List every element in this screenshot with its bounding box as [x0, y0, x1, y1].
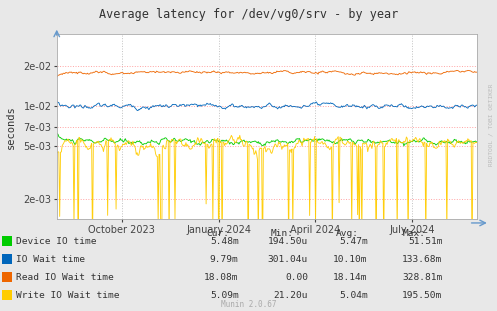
Text: 5.04m: 5.04m [339, 291, 368, 300]
Text: 0.00: 0.00 [285, 273, 308, 282]
Text: 9.79m: 9.79m [210, 255, 239, 264]
Text: 5.48m: 5.48m [210, 237, 239, 246]
Text: 301.04u: 301.04u [268, 255, 308, 264]
Text: Munin 2.0.67: Munin 2.0.67 [221, 300, 276, 309]
Text: Average latency for /dev/vg0/srv - by year: Average latency for /dev/vg0/srv - by ye… [99, 8, 398, 21]
Text: 5.47m: 5.47m [339, 237, 368, 246]
Text: 5.09m: 5.09m [210, 291, 239, 300]
Text: RRDTOOL / TOBI OETIKER: RRDTOOL / TOBI OETIKER [489, 83, 494, 166]
Text: 51.51m: 51.51m [408, 237, 442, 246]
Text: Max:: Max: [403, 229, 425, 238]
Text: seconds: seconds [6, 106, 16, 149]
Text: Read IO Wait time: Read IO Wait time [16, 273, 114, 282]
Text: 133.68m: 133.68m [402, 255, 442, 264]
Text: Write IO Wait time: Write IO Wait time [16, 291, 119, 300]
Text: 10.10m: 10.10m [333, 255, 368, 264]
Text: 18.14m: 18.14m [333, 273, 368, 282]
Text: Avg:: Avg: [335, 229, 358, 238]
Text: 328.81m: 328.81m [402, 273, 442, 282]
Text: Device IO time: Device IO time [16, 237, 96, 246]
Text: 195.50m: 195.50m [402, 291, 442, 300]
Text: 194.50u: 194.50u [268, 237, 308, 246]
Text: 21.20u: 21.20u [274, 291, 308, 300]
Text: Min:: Min: [271, 229, 294, 238]
Text: Cur:: Cur: [206, 229, 229, 238]
Text: 18.08m: 18.08m [204, 273, 239, 282]
Text: IO Wait time: IO Wait time [16, 255, 85, 264]
